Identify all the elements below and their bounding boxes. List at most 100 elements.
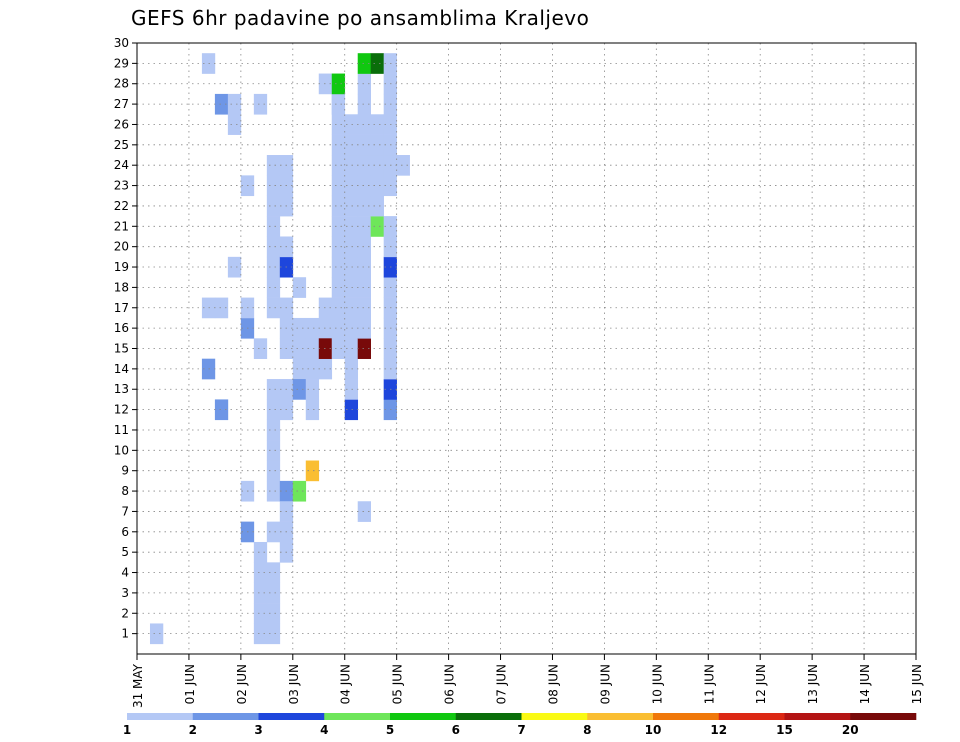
- heatmap-cell: [266, 379, 281, 400]
- heatmap-cell: [266, 399, 281, 421]
- y-tick-label: 13: [114, 382, 129, 396]
- heatmap-cell: [292, 358, 307, 380]
- heatmap-cell: [344, 297, 359, 319]
- legend-swatch: [653, 713, 720, 720]
- legend-swatch: [718, 713, 785, 720]
- heatmap-cell: [344, 175, 359, 197]
- heatmap-cell: [370, 195, 384, 217]
- y-tick-label: 28: [114, 77, 129, 91]
- x-tick-label: 13 JUN: [806, 664, 820, 704]
- heatmap-cell: [344, 338, 359, 359]
- heatmap-cell: [357, 501, 371, 522]
- x-tick-label: 01 JUN: [183, 664, 197, 704]
- heatmap-cell: [357, 317, 371, 339]
- legend-swatch: [587, 713, 654, 720]
- x-tick-label: 12 JUN: [754, 664, 768, 704]
- heatmap-cell: [266, 216, 281, 237]
- legend-label: 1: [123, 723, 131, 737]
- y-tick-label: 11: [114, 423, 129, 437]
- heatmap-cell: [357, 216, 371, 237]
- x-tick-label: 14 JUN: [858, 664, 872, 704]
- heatmap-cell: [305, 317, 320, 339]
- heatmap-cell: [344, 256, 359, 278]
- heatmap-cell: [357, 134, 371, 156]
- heatmap-cell: [253, 338, 268, 359]
- y-tick-label: 18: [114, 280, 129, 294]
- heatmap-cell: [266, 419, 281, 441]
- legend-swatch: [455, 713, 522, 720]
- y-tick-label: 16: [114, 321, 129, 335]
- heatmap-cell: [370, 155, 384, 176]
- heatmap-cell: [344, 114, 359, 135]
- heatmap-cell: [344, 277, 359, 298]
- x-tick-label: 04 JUN: [339, 664, 353, 704]
- legend-label: 15: [776, 723, 793, 737]
- heatmap-cell: [266, 603, 281, 624]
- legend-label: 10: [645, 723, 662, 737]
- y-tick-label: 8: [121, 484, 129, 498]
- x-tick-label: 15 JUN: [910, 664, 924, 704]
- heatmap-cell: [266, 277, 281, 298]
- heatmap-cell: [305, 460, 320, 482]
- heatmap-cell: [357, 256, 371, 278]
- heatmap-cell: [266, 623, 281, 645]
- y-tick-label: 30: [114, 36, 129, 50]
- heatmap-cell: [253, 541, 268, 563]
- heatmap-cell: [292, 480, 307, 502]
- legend-label: 8: [583, 723, 591, 737]
- heatmap-cell: [227, 256, 242, 278]
- legend-label: 3: [254, 723, 262, 737]
- heatmap-cell: [292, 277, 307, 298]
- y-tick-label: 4: [121, 566, 129, 580]
- x-tick-label: 07 JUN: [495, 664, 509, 704]
- heatmap-cell: [253, 582, 268, 604]
- y-tick-label: 29: [114, 56, 129, 70]
- y-tick-label: 6: [121, 525, 129, 539]
- x-tick-label: 02 JUN: [235, 664, 249, 704]
- y-tick-label: 19: [114, 260, 129, 274]
- heatmap-cell: [266, 440, 281, 461]
- legend-label: 7: [517, 723, 525, 737]
- heatmap-cell: [357, 277, 371, 298]
- heatmap-cell: [253, 562, 268, 584]
- heatmap-cell: [292, 379, 307, 400]
- y-tick-label: 9: [121, 464, 129, 478]
- heatmap-cell: [344, 155, 359, 176]
- y-tick-label: 24: [114, 158, 129, 172]
- chart-title: GEFS 6hr padavine po ansamblima Kraljevo: [131, 6, 590, 30]
- legend-label: 2: [189, 723, 197, 737]
- heatmap-cell: [305, 379, 320, 400]
- y-tick-label: 20: [114, 240, 129, 254]
- heatmap-cell: [227, 93, 242, 115]
- heatmap-cell: [344, 379, 359, 400]
- legend-swatch: [390, 713, 457, 720]
- legend-swatch: [258, 713, 325, 720]
- y-tick-label: 25: [114, 138, 129, 152]
- heatmap-cell: [344, 195, 359, 217]
- y-tick-label: 22: [114, 199, 129, 213]
- heatmap-cell: [266, 175, 281, 197]
- legend-swatch: [324, 713, 391, 720]
- heatmap-cell: [344, 358, 359, 380]
- heatmap-cell: [357, 93, 371, 115]
- heatmap-cell: [214, 399, 229, 421]
- x-tick-label: 11 JUN: [702, 664, 716, 704]
- heatmap-cell: [370, 114, 384, 135]
- legend-label: 12: [710, 723, 727, 737]
- heatmap-cell: [370, 53, 384, 74]
- heatmap-cell: [253, 93, 268, 115]
- heatmap-cell: [305, 399, 320, 421]
- heatmap-cell: [344, 134, 359, 156]
- heatmap-cell: [370, 175, 384, 197]
- legend-swatch: [521, 713, 588, 720]
- legend-label: 5: [386, 723, 394, 737]
- y-tick-label: 17: [114, 301, 129, 315]
- heatmap-cell: [357, 73, 371, 95]
- legend-swatch: [784, 713, 851, 720]
- heatmap-cell: [331, 155, 346, 176]
- y-tick-label: 26: [114, 117, 129, 131]
- legend-swatch: [850, 713, 917, 720]
- heatmap-cell: [357, 236, 371, 258]
- legend-label: 6: [452, 723, 460, 737]
- y-tick-label: 21: [114, 219, 129, 233]
